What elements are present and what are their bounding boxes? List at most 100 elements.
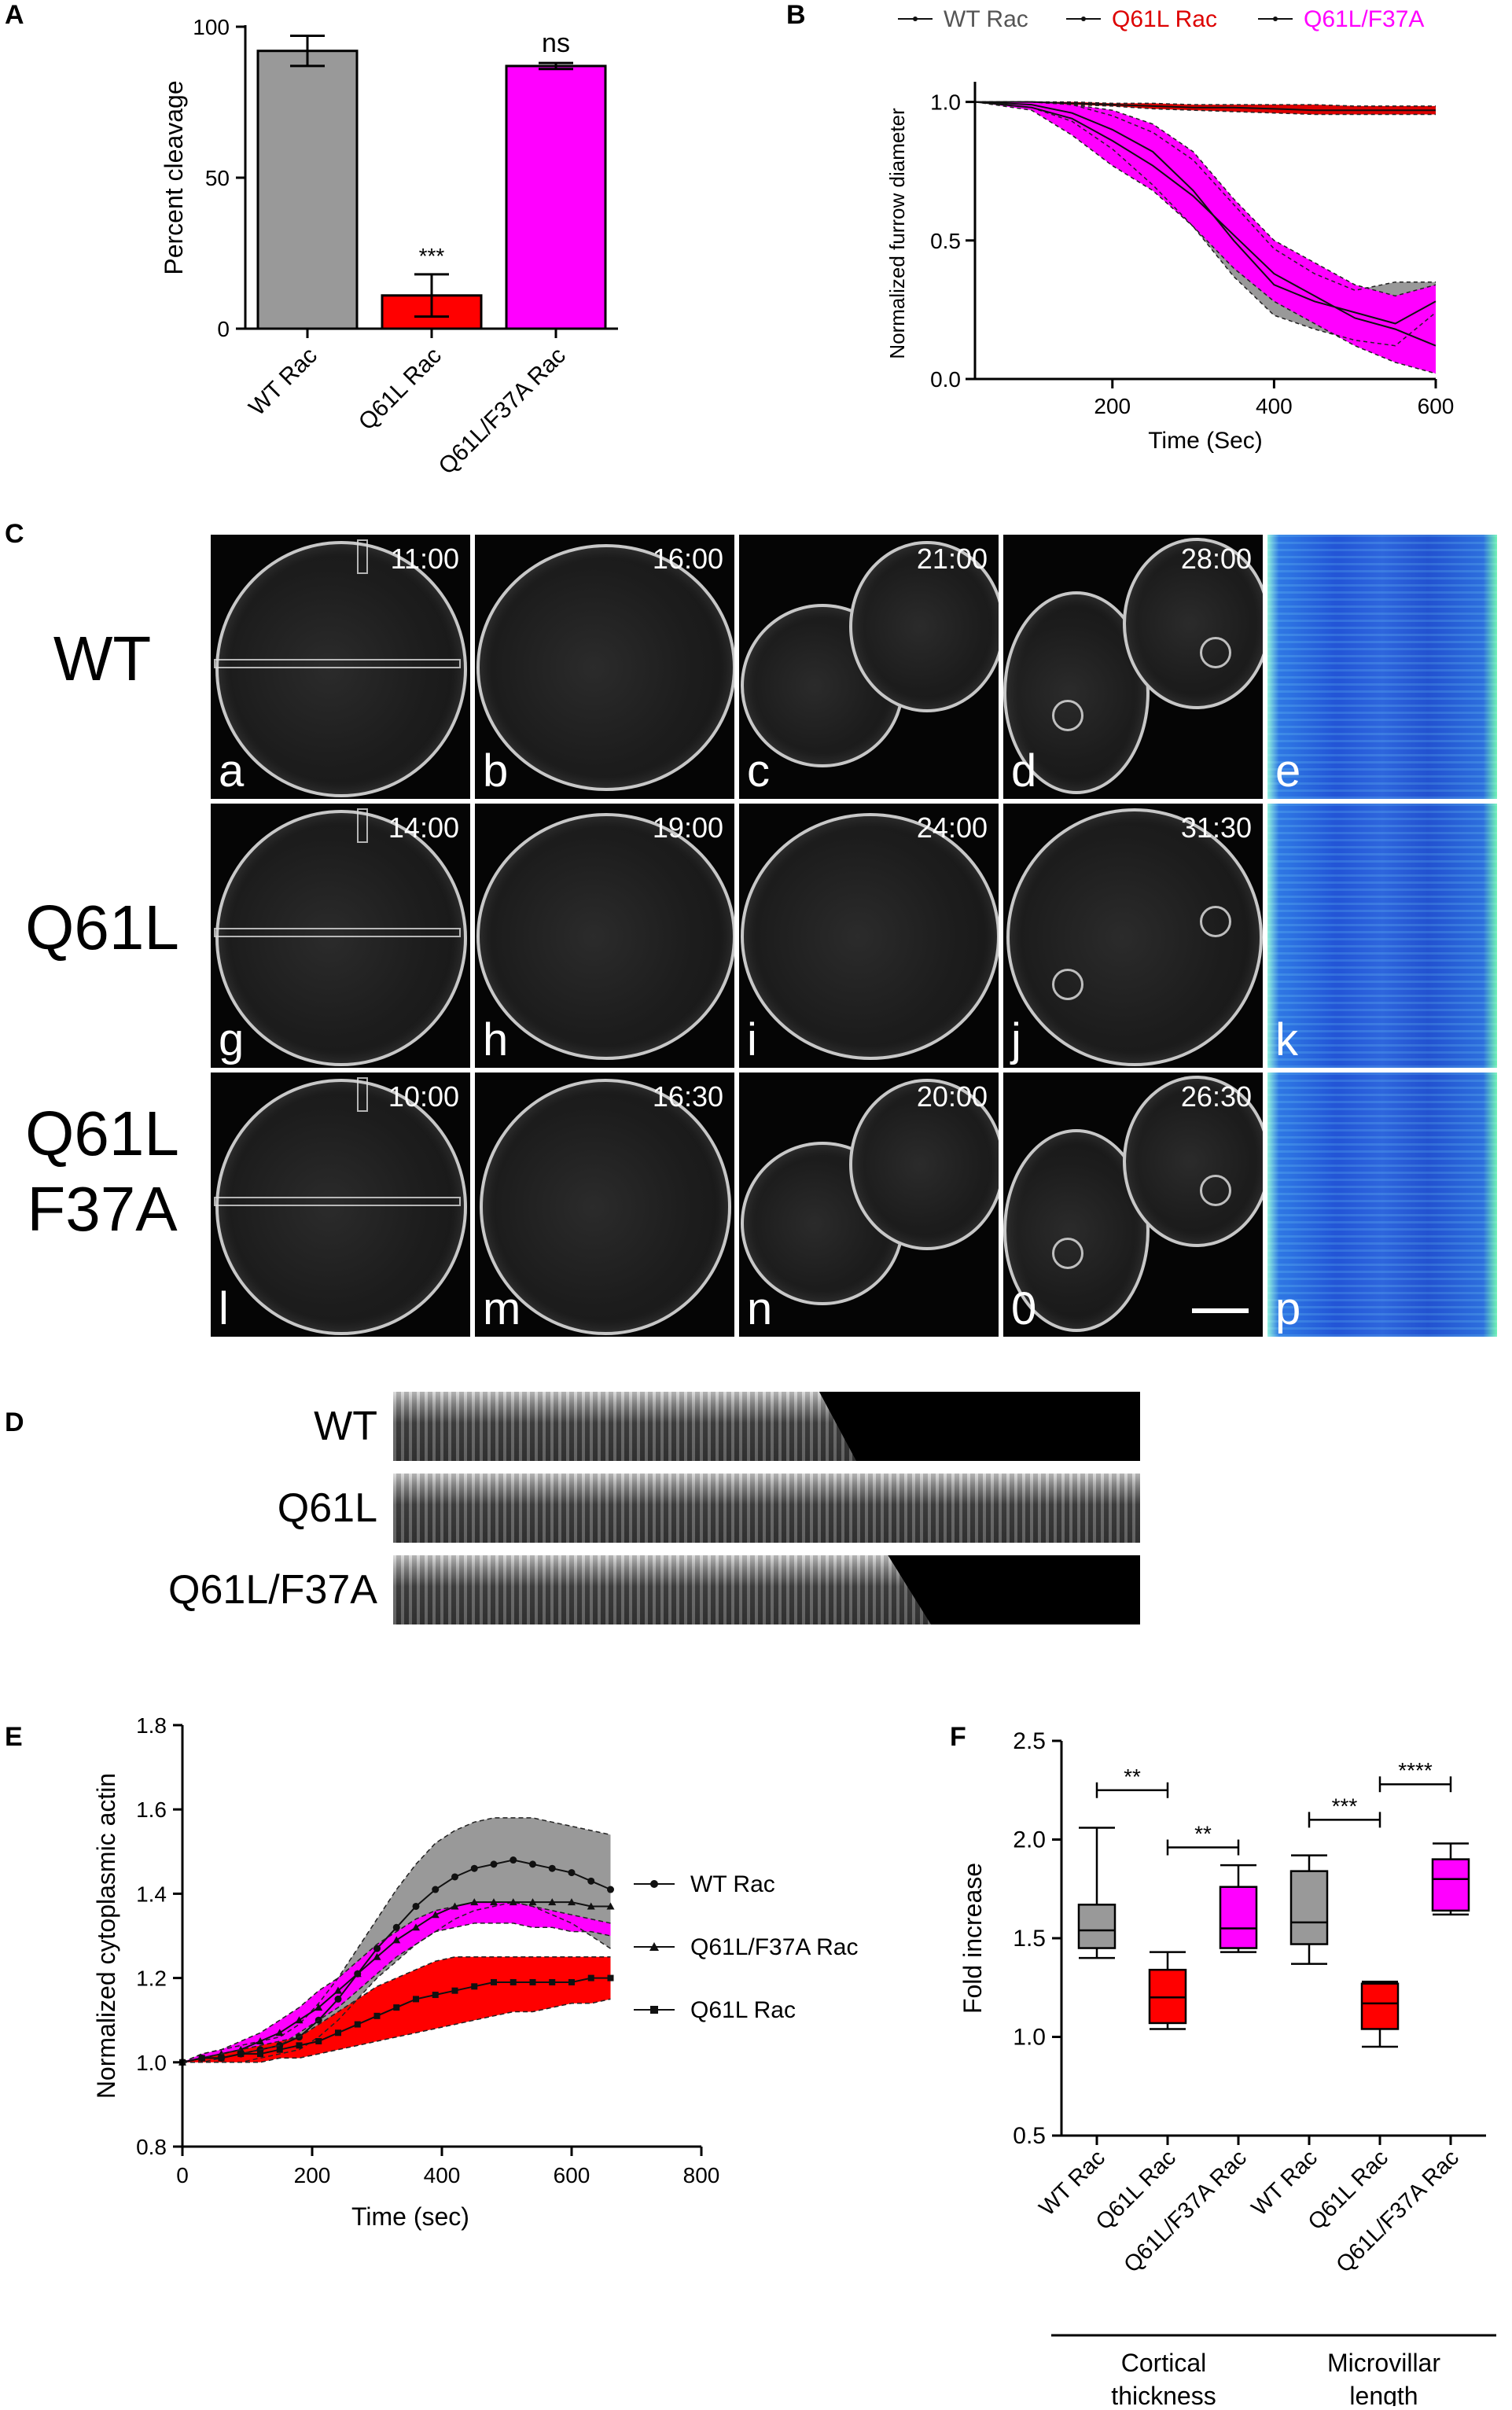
data-point (315, 2003, 323, 2011)
data-point (315, 2038, 322, 2044)
subpanel-letter: i (747, 1014, 757, 1065)
timestamp: 20:00 (916, 1080, 988, 1113)
significance-label: *** (419, 244, 445, 268)
data-point (509, 1898, 517, 1906)
data-point (510, 1856, 517, 1864)
data-point (451, 1902, 459, 1910)
row-label-line: Q61L (25, 1098, 179, 1168)
data-point (549, 1978, 556, 1985)
data-point (237, 2051, 245, 2058)
x-tick-label: Q61L/F37A Rac (434, 343, 571, 480)
micrograph-tile: 21:00 c (739, 535, 999, 799)
micrograph-tile: 11:00 a (211, 535, 470, 799)
subpanel-letter: n (747, 1283, 773, 1334)
x-tick-label: 200 (294, 2163, 331, 2187)
y-axis-label: Percent cleavage (160, 80, 188, 274)
y-axis-label: Normalized cytoplasmic actin (92, 1773, 120, 2099)
band-edge (182, 1901, 611, 2063)
nucleus (1200, 906, 1231, 937)
series-line (975, 101, 1436, 112)
band-edge (974, 101, 1437, 347)
y-tick-label: 2.5 (1013, 1728, 1046, 1754)
row-label: Q61L (0, 890, 204, 966)
panel-c-microscopy-grid: WT 11:00 a 16:00 b 21:00 c 28:00 d e Q61L 14:00 g 19:… (0, 535, 1512, 1337)
data-point (218, 2055, 225, 2062)
nucleus (1200, 1175, 1231, 1206)
data-point (490, 1898, 498, 1906)
subpanel-letter: a (219, 745, 245, 797)
box (1148, 1968, 1187, 2025)
furrow-roi-box (357, 808, 368, 843)
data-point (335, 2029, 341, 2037)
legend-label: Q61L/F37A Rac (690, 1934, 858, 1960)
data-point (587, 1974, 594, 1981)
data-point (276, 2046, 283, 2053)
significance-label: **** (1398, 1758, 1433, 1783)
nucleus (1052, 969, 1083, 1000)
panel-letter-b: B (786, 0, 806, 30)
timestamp: 24:00 (916, 811, 988, 844)
y-tick-label: 1.5 (1013, 1926, 1046, 1952)
row-label: WT (0, 621, 204, 697)
nucleus (1052, 1238, 1083, 1269)
y-tick-label: 100 (193, 15, 230, 39)
scale-bar (1192, 1308, 1249, 1313)
kymograph-roi-line (214, 659, 461, 668)
data-point (256, 2037, 264, 2044)
panel-a-bar-chart: 0 50 100 Percent cleavage WT Rac Q61L Rac *** Q… (160, 15, 618, 480)
subpanel-letter: k (1275, 1014, 1298, 1065)
y-tick-label: 0.0 (930, 367, 961, 392)
timestamp: 21:00 (916, 543, 988, 575)
timestamp: 11:00 (390, 543, 459, 575)
data-point (392, 1936, 401, 1944)
x-tick-label: 600 (1418, 394, 1455, 418)
band-edge (975, 101, 1437, 297)
panel-letter-c: C (5, 519, 24, 549)
cell-outline (849, 541, 999, 712)
significance-label: ns (542, 28, 570, 58)
subpanel-letter: d (1011, 745, 1037, 797)
data-point (587, 1877, 595, 1885)
subpanel-letter: c (747, 745, 770, 797)
micrograph-tile: 19:00 h (475, 804, 734, 1068)
panel-e-line-chart: 0.8 1.0 1.2 1.4 1.6 1.8 0 200 400 600 800 Time (sec… (92, 1713, 858, 2231)
furrow-roi-box (357, 1077, 368, 1112)
data-point (353, 1970, 362, 1978)
y-axis-label: Normalized furrow diameter (885, 108, 909, 359)
subpanel-letter: 0 (1011, 1283, 1037, 1334)
row-label-line: F37A (27, 1174, 178, 1244)
y-tick-label: 0 (217, 317, 230, 341)
data-point (568, 1869, 576, 1877)
kymograph-tile: e (1267, 535, 1497, 799)
group-label: Microvillar (1327, 2349, 1440, 2377)
y-tick-label: 1.0 (1013, 2025, 1046, 2051)
data-point (295, 2016, 304, 2024)
cell-outline (1003, 1129, 1150, 1332)
data-point (470, 1898, 479, 1906)
subpanel-letter: b (483, 745, 509, 797)
x-tick-label: Q61L/F37A Rac (1119, 2145, 1252, 2278)
row-label: Q61L F37A (0, 1096, 204, 1247)
cell-outline (1123, 538, 1263, 709)
x-axis-label: Time (Sec) (1148, 428, 1263, 454)
micrograph-tile: 14:00 g (211, 804, 470, 1068)
kymograph-strip (393, 1474, 1140, 1543)
x-tick-label: Q61L Rac (354, 343, 447, 436)
box (1289, 1870, 1329, 1945)
data-point (354, 2021, 361, 2028)
panel-d-kymographs: WT Q61L Q61L/F37A (0, 1392, 1512, 1643)
data-point (373, 1952, 381, 1960)
data-point (548, 1898, 557, 1906)
data-point (334, 1986, 342, 1994)
legend-marker (650, 1880, 658, 1888)
row-label-line: WT (53, 624, 152, 694)
band-edge (974, 101, 1437, 374)
bar (256, 50, 359, 330)
group-label: length (1349, 2382, 1418, 2406)
cell-outline (1006, 808, 1263, 1066)
legend-marker (1273, 17, 1278, 21)
x-tick-label: 400 (1256, 394, 1293, 418)
kymograph-strip (393, 1392, 1140, 1461)
data-point (587, 1902, 595, 1910)
